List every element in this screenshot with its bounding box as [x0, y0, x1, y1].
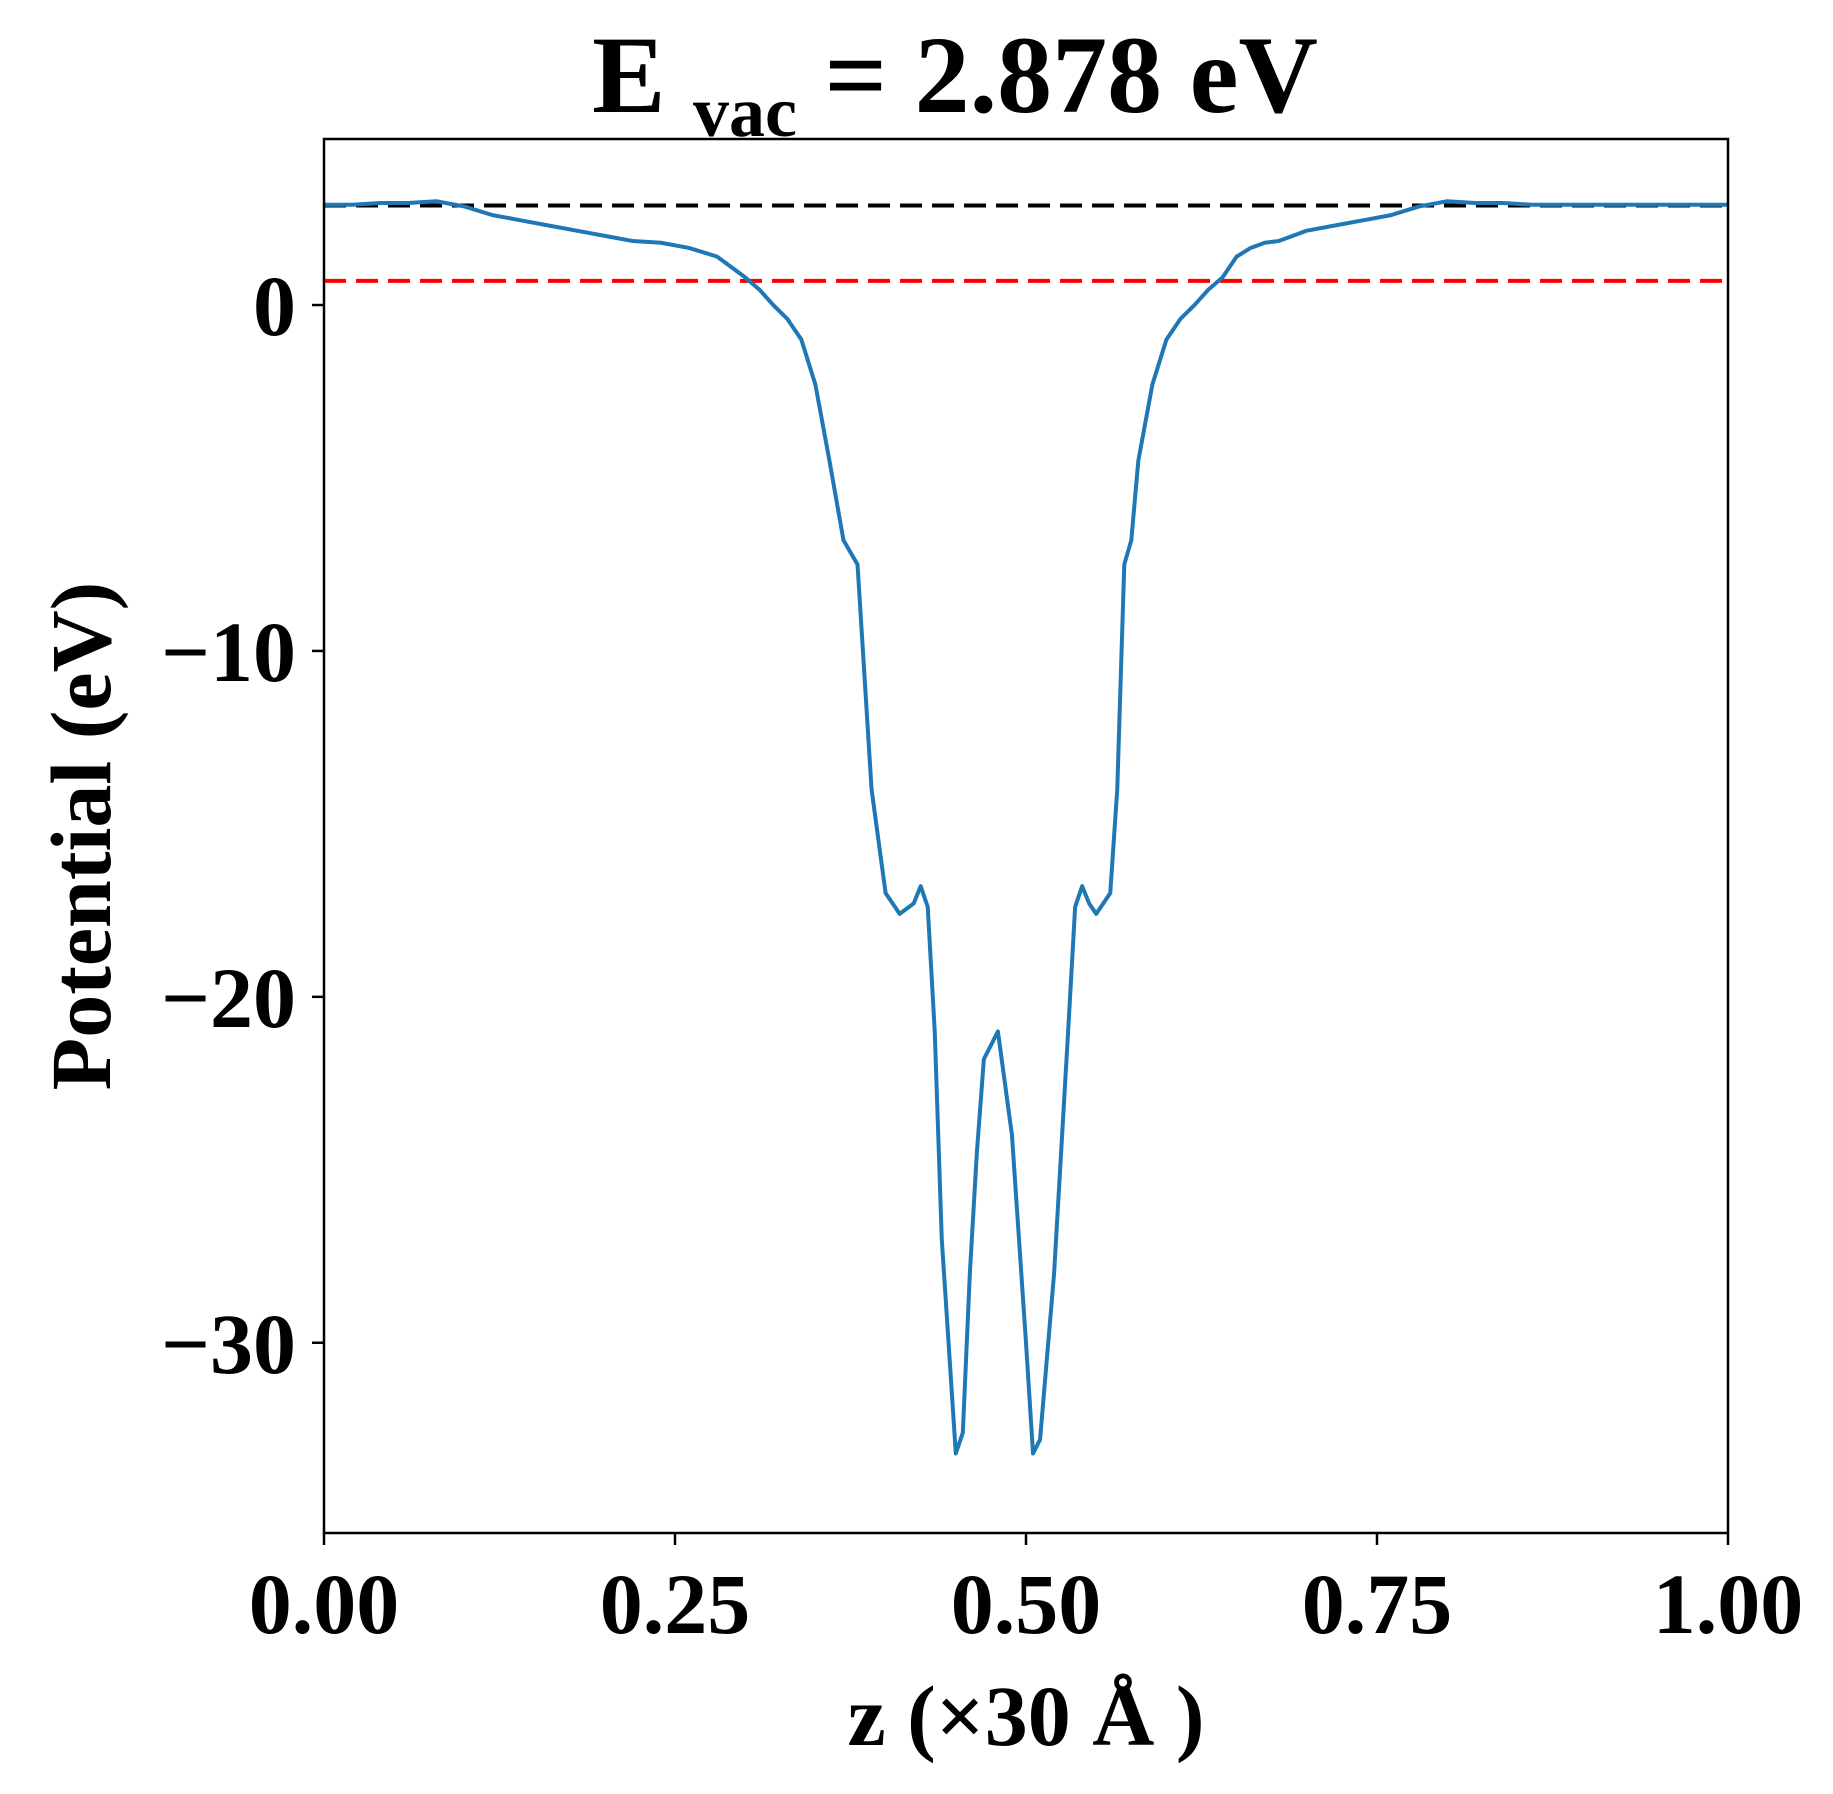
x-tick-label-4: 1.00 [1653, 1556, 1804, 1652]
x-tick-label-1: 0.25 [600, 1556, 751, 1652]
y-tick-label-0: 0 [253, 258, 296, 354]
y-tick-label-2: −20 [161, 950, 296, 1046]
plot-layer [324, 199, 1728, 1456]
x-axis-ticks: 0.00 0.25 0.50 0.75 1.00 [249, 1533, 1804, 1652]
y-tick-label-1: −10 [161, 604, 296, 700]
y-tick-label-3: −30 [161, 1296, 296, 1392]
x-axis-label: z (×30 Å ) [847, 1668, 1204, 1764]
x-tick-label-2: 0.50 [951, 1556, 1102, 1652]
chart-title: E vac = 2.878 eV [592, 14, 1318, 160]
series-line-0 [324, 199, 1728, 1456]
x-tick-label-3: 0.75 [1302, 1556, 1453, 1652]
chart-title-rest: = 2.878 eV [824, 14, 1317, 136]
chart-title-main: E [592, 14, 665, 136]
x-tick-label-0: 0.00 [249, 1556, 400, 1652]
y-axis-label: Potential (eV) [33, 582, 129, 1091]
y-axis-ticks: 0 −10 −20 −30 [161, 258, 324, 1392]
